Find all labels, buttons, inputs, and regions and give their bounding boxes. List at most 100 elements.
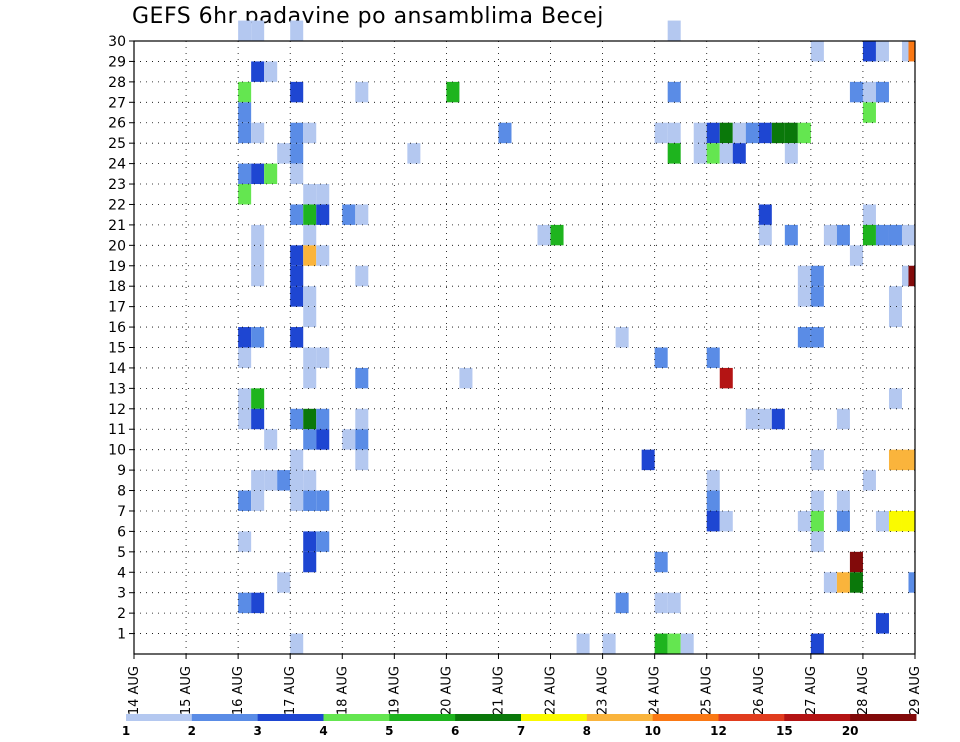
colorbar-legend: 1 2 3 4 5 6 7 8 10 12 15 20 <box>122 714 917 738</box>
y-tick-label: 7 <box>117 504 126 520</box>
legend-label: 3 <box>253 724 261 738</box>
y-tick-label: 28 <box>108 75 126 91</box>
precip-cell <box>719 367 733 389</box>
legend-swatch <box>521 714 588 721</box>
precip-cell <box>901 510 915 532</box>
precip-cell <box>719 122 733 144</box>
y-tick-label: 30 <box>108 34 126 50</box>
precip-cell <box>550 224 564 246</box>
precip-cell <box>706 122 720 144</box>
precip-cell <box>667 143 681 164</box>
legend-swatch <box>586 714 654 721</box>
precip-cell <box>719 143 733 164</box>
precip-cell <box>771 122 785 144</box>
precip-cell <box>277 143 291 164</box>
precip-cell <box>238 388 252 409</box>
x-tick-label: 17 AUG <box>283 666 298 715</box>
precip-cell <box>238 327 252 348</box>
precip-cell <box>784 122 798 144</box>
y-tick-label: 19 <box>108 259 126 275</box>
precip-cell <box>693 122 707 144</box>
legend-label: 10 <box>644 724 661 738</box>
precip-cell <box>654 592 668 614</box>
precip-cell <box>667 633 681 654</box>
precip-cell <box>667 122 681 144</box>
precip-cell <box>303 551 317 573</box>
precip-cell <box>355 265 369 287</box>
precip-cell <box>407 143 421 164</box>
precip-cell <box>875 81 889 103</box>
legend-swatch <box>191 714 259 721</box>
precip-cell <box>641 449 655 471</box>
chart-title: GEFS 6hr padavine po ansamblima Becej <box>132 4 604 29</box>
precip-cell <box>758 122 772 144</box>
precip-cell <box>238 490 252 511</box>
legend-swatch <box>257 714 324 721</box>
x-tick-label: 16 AUG <box>231 666 246 715</box>
precip-cell <box>251 122 265 144</box>
x-tick-label: 26 AUG <box>752 666 767 715</box>
precip-cell <box>908 572 915 593</box>
y-axis: 1234567891011121314151617181920212223242… <box>108 34 134 643</box>
precip-cell <box>797 286 811 307</box>
y-tick-label: 29 <box>108 54 126 70</box>
precip-cell <box>908 41 915 62</box>
precip-cell <box>732 122 746 144</box>
precip-cell <box>316 408 330 430</box>
legend-swatch <box>323 714 390 721</box>
legend-label: 12 <box>710 724 727 738</box>
precip-cell <box>810 531 824 552</box>
x-tick-label: 14 AUG <box>127 666 142 715</box>
precip-cell <box>797 265 811 287</box>
legend-label: 20 <box>842 724 859 738</box>
precip-cell <box>667 81 681 103</box>
precip-cell <box>732 143 746 164</box>
legend-swatch <box>652 714 719 721</box>
x-tick-label: 28 AUG <box>856 666 871 715</box>
y-tick-label: 26 <box>108 116 126 132</box>
precip-cell <box>355 367 369 389</box>
y-tick-label: 9 <box>117 463 126 479</box>
precip-cell <box>238 102 252 123</box>
precip-cell <box>888 449 902 471</box>
y-tick-label: 6 <box>117 524 126 540</box>
precip-cell <box>888 306 902 328</box>
x-axis: 14 AUG 15 AUG 16 AUG 17 AUG 18 AUG 19 AUG 20 A… <box>127 654 923 715</box>
precip-cell <box>849 245 863 266</box>
y-tick-label: 3 <box>117 586 126 602</box>
grid-lines <box>134 40 915 654</box>
legend-swatch <box>389 714 456 721</box>
precip-cell <box>303 204 317 225</box>
precip-cell <box>667 20 681 41</box>
precip-cell <box>602 633 616 654</box>
precip-cell <box>888 224 902 246</box>
precip-cell <box>251 163 265 185</box>
y-tick-label: 15 <box>108 341 126 357</box>
y-tick-label: 10 <box>108 443 126 459</box>
precip-cell <box>706 510 720 532</box>
precip-cell <box>875 41 889 62</box>
precip-cell <box>355 204 369 225</box>
y-tick-label: 18 <box>108 279 126 295</box>
precip-cell <box>706 470 720 491</box>
y-tick-label: 2 <box>117 606 126 622</box>
precip-cell <box>238 184 252 205</box>
precip-cell <box>654 551 668 573</box>
precip-cell <box>277 470 291 491</box>
precip-cell <box>251 265 265 287</box>
precip-cell <box>290 327 304 348</box>
precip-cell <box>667 592 681 614</box>
x-tick-label: 22 AUG <box>544 666 559 715</box>
precip-cell <box>862 81 876 103</box>
x-tick-label: 18 AUG <box>335 666 350 715</box>
y-tick-label: 20 <box>108 238 126 254</box>
precip-cell <box>303 245 317 266</box>
precip-cell <box>290 122 304 144</box>
precip-cell <box>654 633 668 654</box>
precip-cell <box>901 224 915 246</box>
precip-cell <box>316 531 330 552</box>
precip-cell <box>251 592 265 614</box>
precip-cell <box>238 408 252 430</box>
precip-cell <box>303 224 317 246</box>
precip-cell <box>849 572 863 593</box>
